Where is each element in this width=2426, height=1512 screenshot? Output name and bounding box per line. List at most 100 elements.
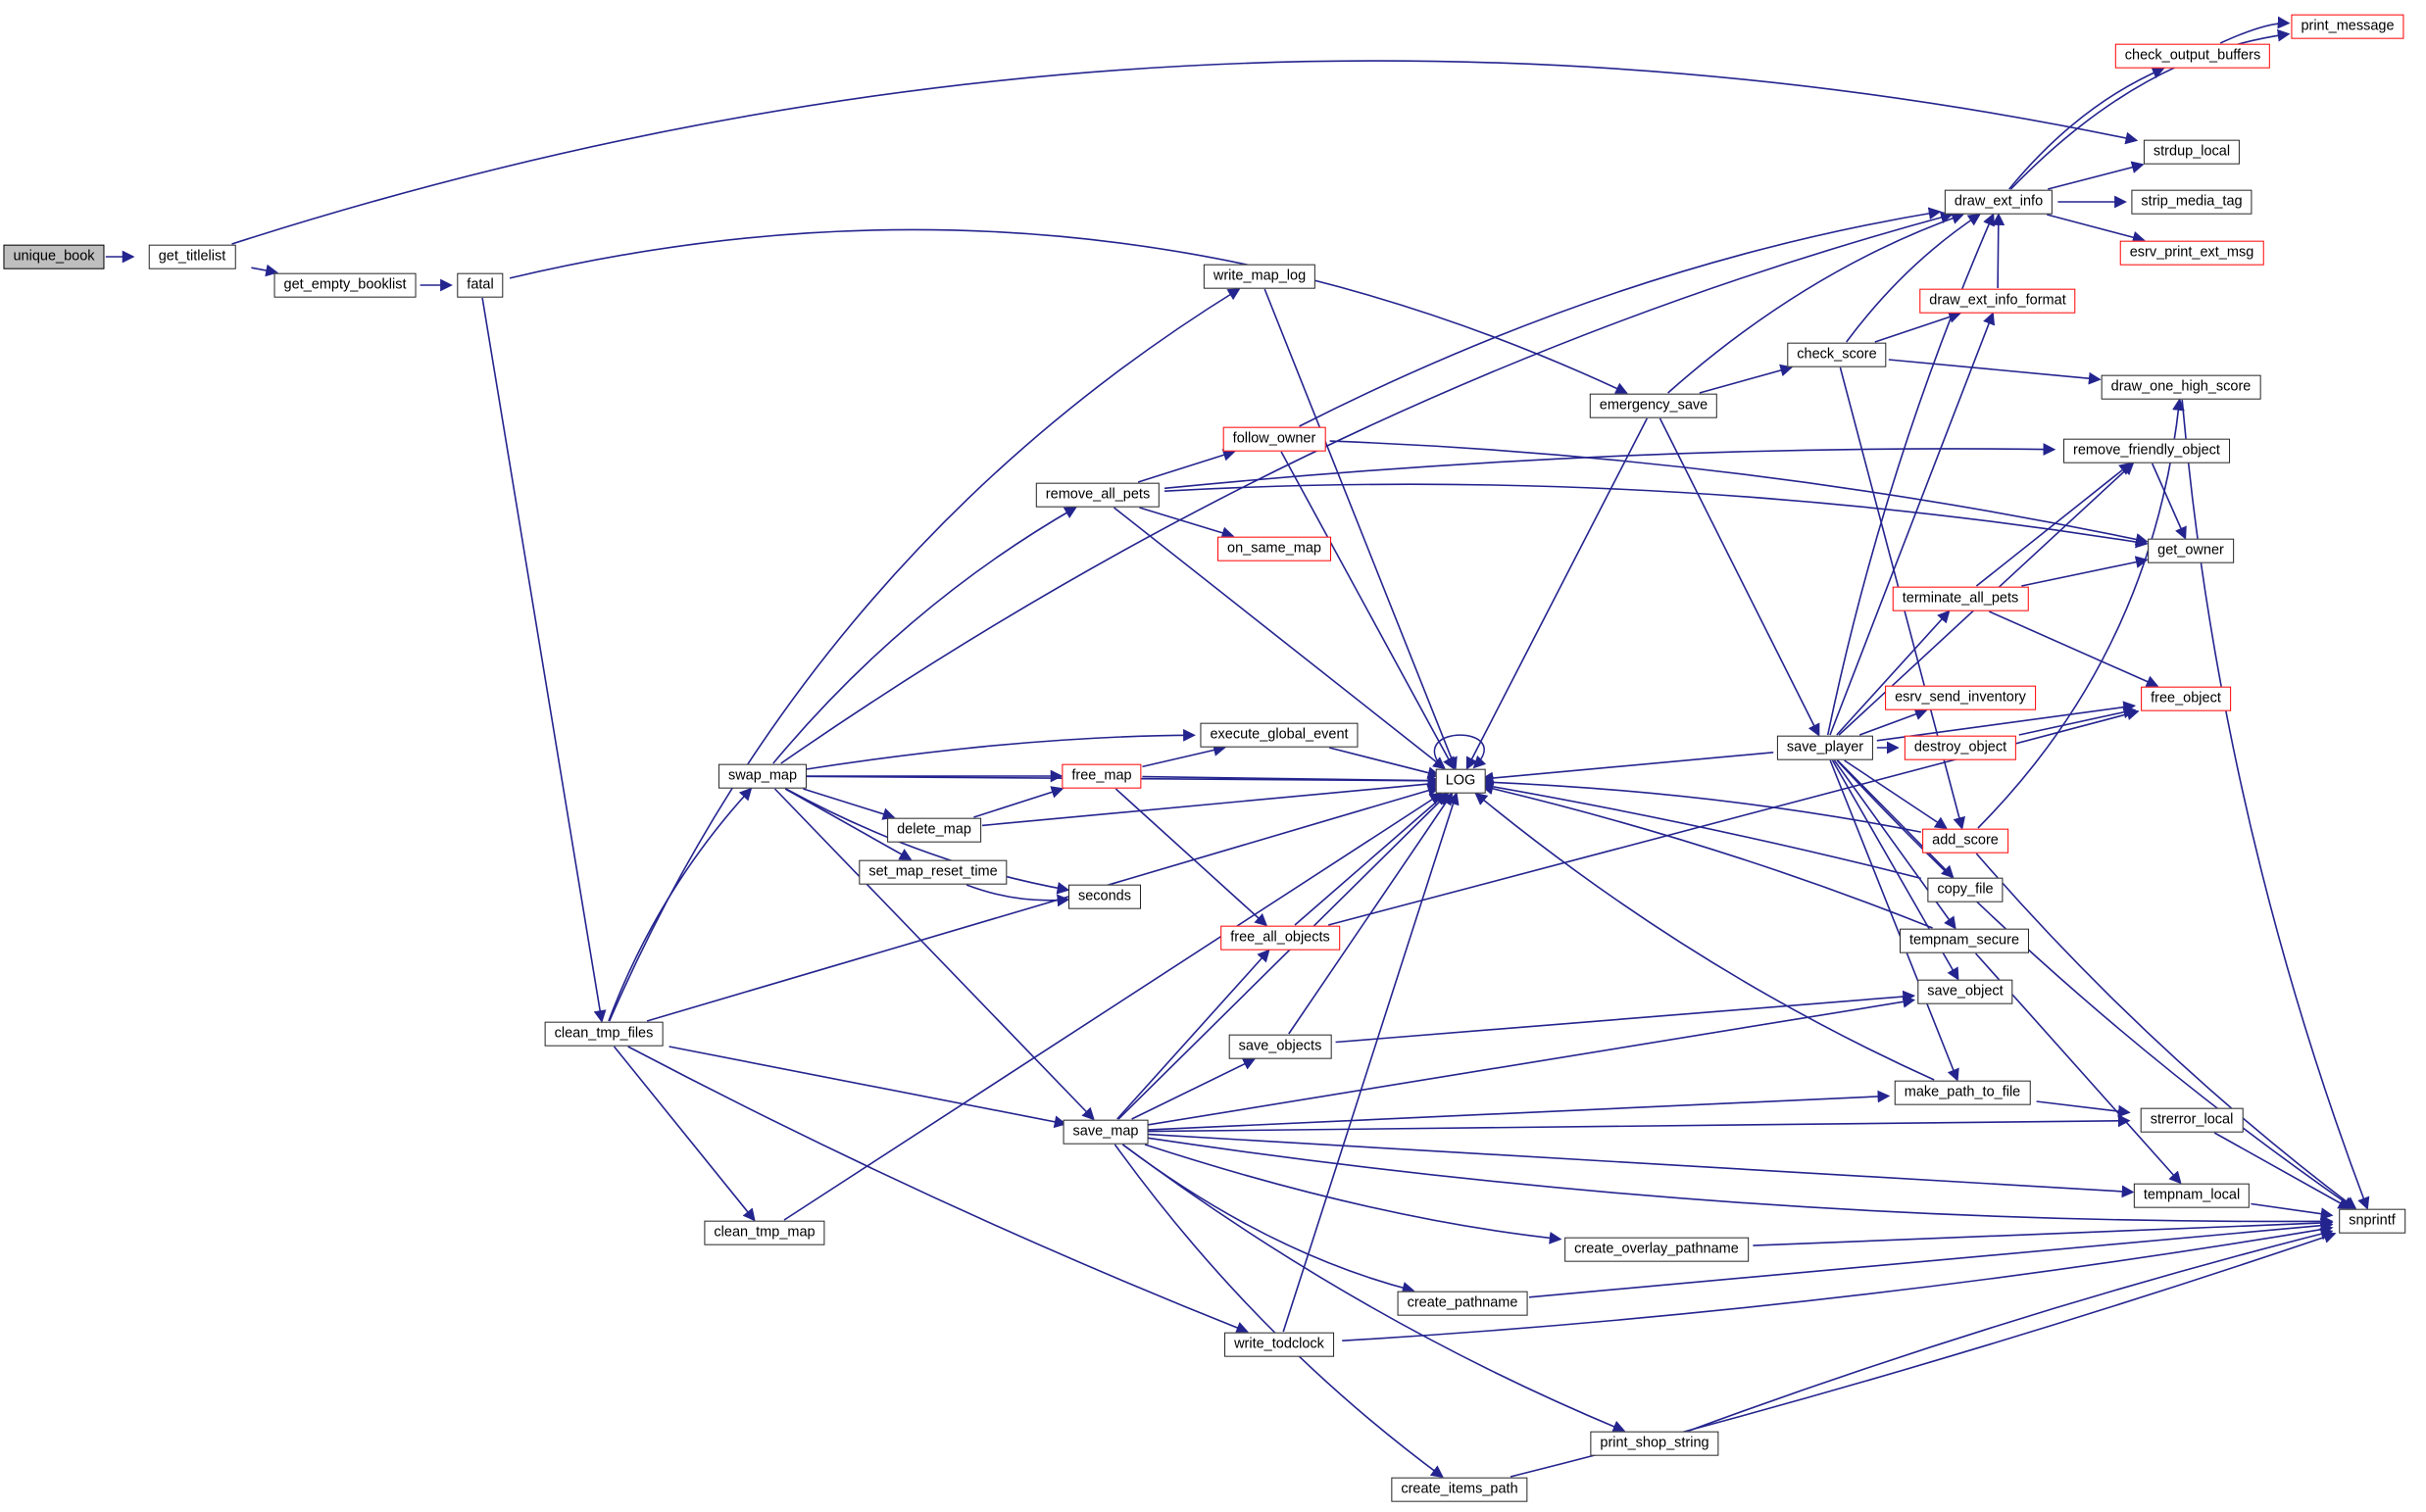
edge-save_map-to-create_overlay_pathname (1144, 1144, 1562, 1244)
edge-clean_tmp_files-to-write_map_log (608, 287, 1241, 1022)
node-swap_map[interactable]: swap_map (718, 763, 808, 789)
edge-free_map-to-execute_global_event (1142, 744, 1226, 768)
node-remove_friendly_object[interactable]: remove_friendly_object (2063, 438, 2230, 463)
node-unique_book[interactable]: unique_book (3, 244, 105, 269)
node-terminate_all_pets[interactable]: terminate_all_pets (1892, 586, 2029, 611)
node-strerror_local[interactable]: strerror_local (2140, 1107, 2244, 1133)
edge-save_player-to-draw_ext_info_format (1829, 312, 1996, 736)
node-strip_media_tag[interactable]: strip_media_tag (2131, 189, 2253, 215)
edge-save_player-to-snprintf (1836, 759, 2355, 1210)
node-LOG[interactable]: LOG (1435, 768, 1486, 794)
edge-swap_map-to-remove_all_pets (772, 507, 1077, 764)
edge-terminate_all_pets-to-get_owner (2021, 556, 2149, 587)
node-on_same_map[interactable]: on_same_map (1217, 536, 1331, 561)
edge-save_map-to-strerror_local (1146, 1114, 2131, 1133)
edge-destroy_object-to-free_object (2018, 706, 2137, 736)
node-print_message[interactable]: print_message (2291, 14, 2404, 39)
edge-swap_map-to-delete_map (803, 788, 896, 820)
edge-add_score-to-LOG (1480, 775, 1921, 833)
edge-print_shop_string-to-snprintf (1689, 1227, 2334, 1432)
edge-tempnam_secure-to-LOG (1480, 782, 1933, 929)
edge-delete_map-to-free_map (973, 786, 1064, 818)
node-free_map[interactable]: free_map (1062, 763, 1142, 789)
edge-check_output_buffers-to-print_message (2219, 16, 2291, 44)
node-snprintf[interactable]: snprintf (2339, 1208, 2405, 1234)
node-execute_global_event[interactable]: execute_global_event (1200, 722, 1359, 748)
node-remove_all_pets[interactable]: remove_all_pets (1035, 482, 1161, 508)
node-write_map_log[interactable]: write_map_log (1203, 264, 1316, 289)
node-copy_file[interactable]: copy_file (1927, 877, 2004, 902)
node-fatal[interactable]: fatal (457, 272, 504, 298)
edge-free_all_objects-to-LOG (1294, 792, 1448, 926)
node-clean_tmp_files[interactable]: clean_tmp_files (544, 1021, 664, 1047)
node-clean_tmp_map[interactable]: clean_tmp_map (704, 1220, 825, 1245)
node-add_score[interactable]: add_score (1922, 828, 2008, 854)
edge-fatal-to-emergency_save (509, 228, 1629, 395)
node-create_pathname[interactable]: create_pathname (1397, 1291, 1528, 1316)
node-save_object[interactable]: save_object (1917, 979, 2013, 1004)
node-draw_one_high_score[interactable]: draw_one_high_score (2101, 374, 2261, 400)
edge-create_overlay_pathname-to-snprintf (1753, 1216, 2334, 1246)
node-check_score[interactable]: check_score (1787, 342, 1887, 367)
edge-free_all_objects-to-free_object (1327, 707, 2140, 926)
edge-add_score-to-snprintf (1975, 853, 2357, 1210)
edge-save_player-to-draw_ext_info (1826, 213, 1995, 736)
node-tempnam_secure[interactable]: tempnam_secure (1899, 928, 2030, 953)
node-strdup_local[interactable]: strdup_local (2143, 139, 2241, 165)
edge-draw_ext_info-to-esrv_print_ext_msg (2047, 214, 2146, 244)
node-make_path_to_file[interactable]: make_path_to_file (1894, 1080, 2031, 1105)
node-create_items_path[interactable]: create_items_path (1391, 1477, 1528, 1502)
edge-terminate_all_pets-to-remove_friendly_object (1975, 462, 2133, 587)
edge-clean_tmp_files-to-LOG (646, 784, 1441, 1022)
node-follow_owner[interactable]: follow_owner (1222, 426, 1326, 452)
node-tempnam_local[interactable]: tempnam_local (2133, 1183, 2251, 1208)
edge-get_titlelist-to-strdup_local (231, 60, 2139, 245)
node-check_output_buffers[interactable]: check_output_buffers (2114, 43, 2271, 69)
edge-remove_friendly_object-to-get_owner (2151, 463, 2187, 540)
node-get_empty_booklist[interactable]: get_empty_booklist (273, 272, 417, 298)
edge-save_objects-to-LOG (1288, 792, 1454, 1035)
node-print_shop_string[interactable]: print_shop_string (1590, 1431, 1719, 1456)
edge-delete_map-to-LOG (981, 777, 1441, 827)
edge-emergency_save-to-save_player (1659, 417, 1820, 737)
edge-emergency_save-to-LOG (1465, 417, 1649, 770)
node-get_titlelist[interactable]: get_titlelist (148, 244, 236, 269)
edge-save_player-to-add_score (1844, 759, 1948, 830)
node-save_player[interactable]: save_player (1776, 735, 1874, 760)
edge-copy_file-to-LOG (1480, 780, 1921, 880)
edge-write_todclock-to-snprintf (1342, 1223, 2334, 1341)
edge-save_map-to-create_items_path (1114, 1144, 1444, 1479)
node-seconds[interactable]: seconds (1067, 884, 1142, 909)
edge-save_map-to-tempnam_local (1146, 1133, 2135, 1198)
node-draw_ext_info[interactable]: draw_ext_info (1944, 189, 2054, 215)
node-free_all_objects[interactable]: free_all_objects (1220, 925, 1340, 951)
node-esrv_send_inventory[interactable]: esrv_send_inventory (1885, 685, 2036, 710)
edge-free_map-to-free_all_objects (1114, 788, 1268, 927)
node-save_objects[interactable]: save_objects (1228, 1034, 1332, 1059)
edge-swap_map-to-execute_global_event (803, 728, 1196, 771)
edge-save_map-to-print_shop_string (1122, 1144, 1626, 1433)
node-free_object[interactable]: free_object (2141, 686, 2231, 711)
edge-clean_tmp_files-to-write_todclock (627, 1046, 1250, 1334)
node-get_owner[interactable]: get_owner (2148, 538, 2234, 563)
node-esrv_print_ext_msg[interactable]: esrv_print_ext_msg (2119, 240, 2264, 266)
edge-save_map-to-create_pathname (1121, 1144, 1415, 1294)
node-write_todclock[interactable]: write_todclock (1224, 1332, 1334, 1357)
edge-save_map-to-snprintf (1146, 1137, 2334, 1228)
node-emergency_save[interactable]: emergency_save (1589, 393, 1718, 418)
node-draw_ext_info_format[interactable]: draw_ext_info_format (1919, 288, 2076, 314)
edge-save_player-to-tempnam_secure (1833, 759, 1956, 930)
edge-save_player-to-terminate_all_pets (1836, 610, 1951, 736)
edge-clean_tmp_files-to-swap_map (608, 787, 753, 1022)
node-delete_map[interactable]: delete_map (887, 817, 981, 843)
edge-tempnam_local-to-snprintf (2251, 1202, 2334, 1221)
edge-draw_ext_info-to-print_message (2009, 28, 2291, 190)
node-create_overlay_pathname[interactable]: create_overlay_pathname (1564, 1237, 1749, 1262)
node-destroy_object[interactable]: destroy_object (1904, 735, 2017, 760)
edge-write_map_log-to-LOG (1263, 288, 1458, 770)
node-set_map_reset_time[interactable]: set_map_reset_time (859, 859, 1008, 885)
edge-remove_all_pets-to-follow_owner (1137, 449, 1236, 483)
edge-follow_owner-to-get_owner (1329, 440, 2149, 546)
node-save_map[interactable]: save_map (1063, 1119, 1149, 1145)
